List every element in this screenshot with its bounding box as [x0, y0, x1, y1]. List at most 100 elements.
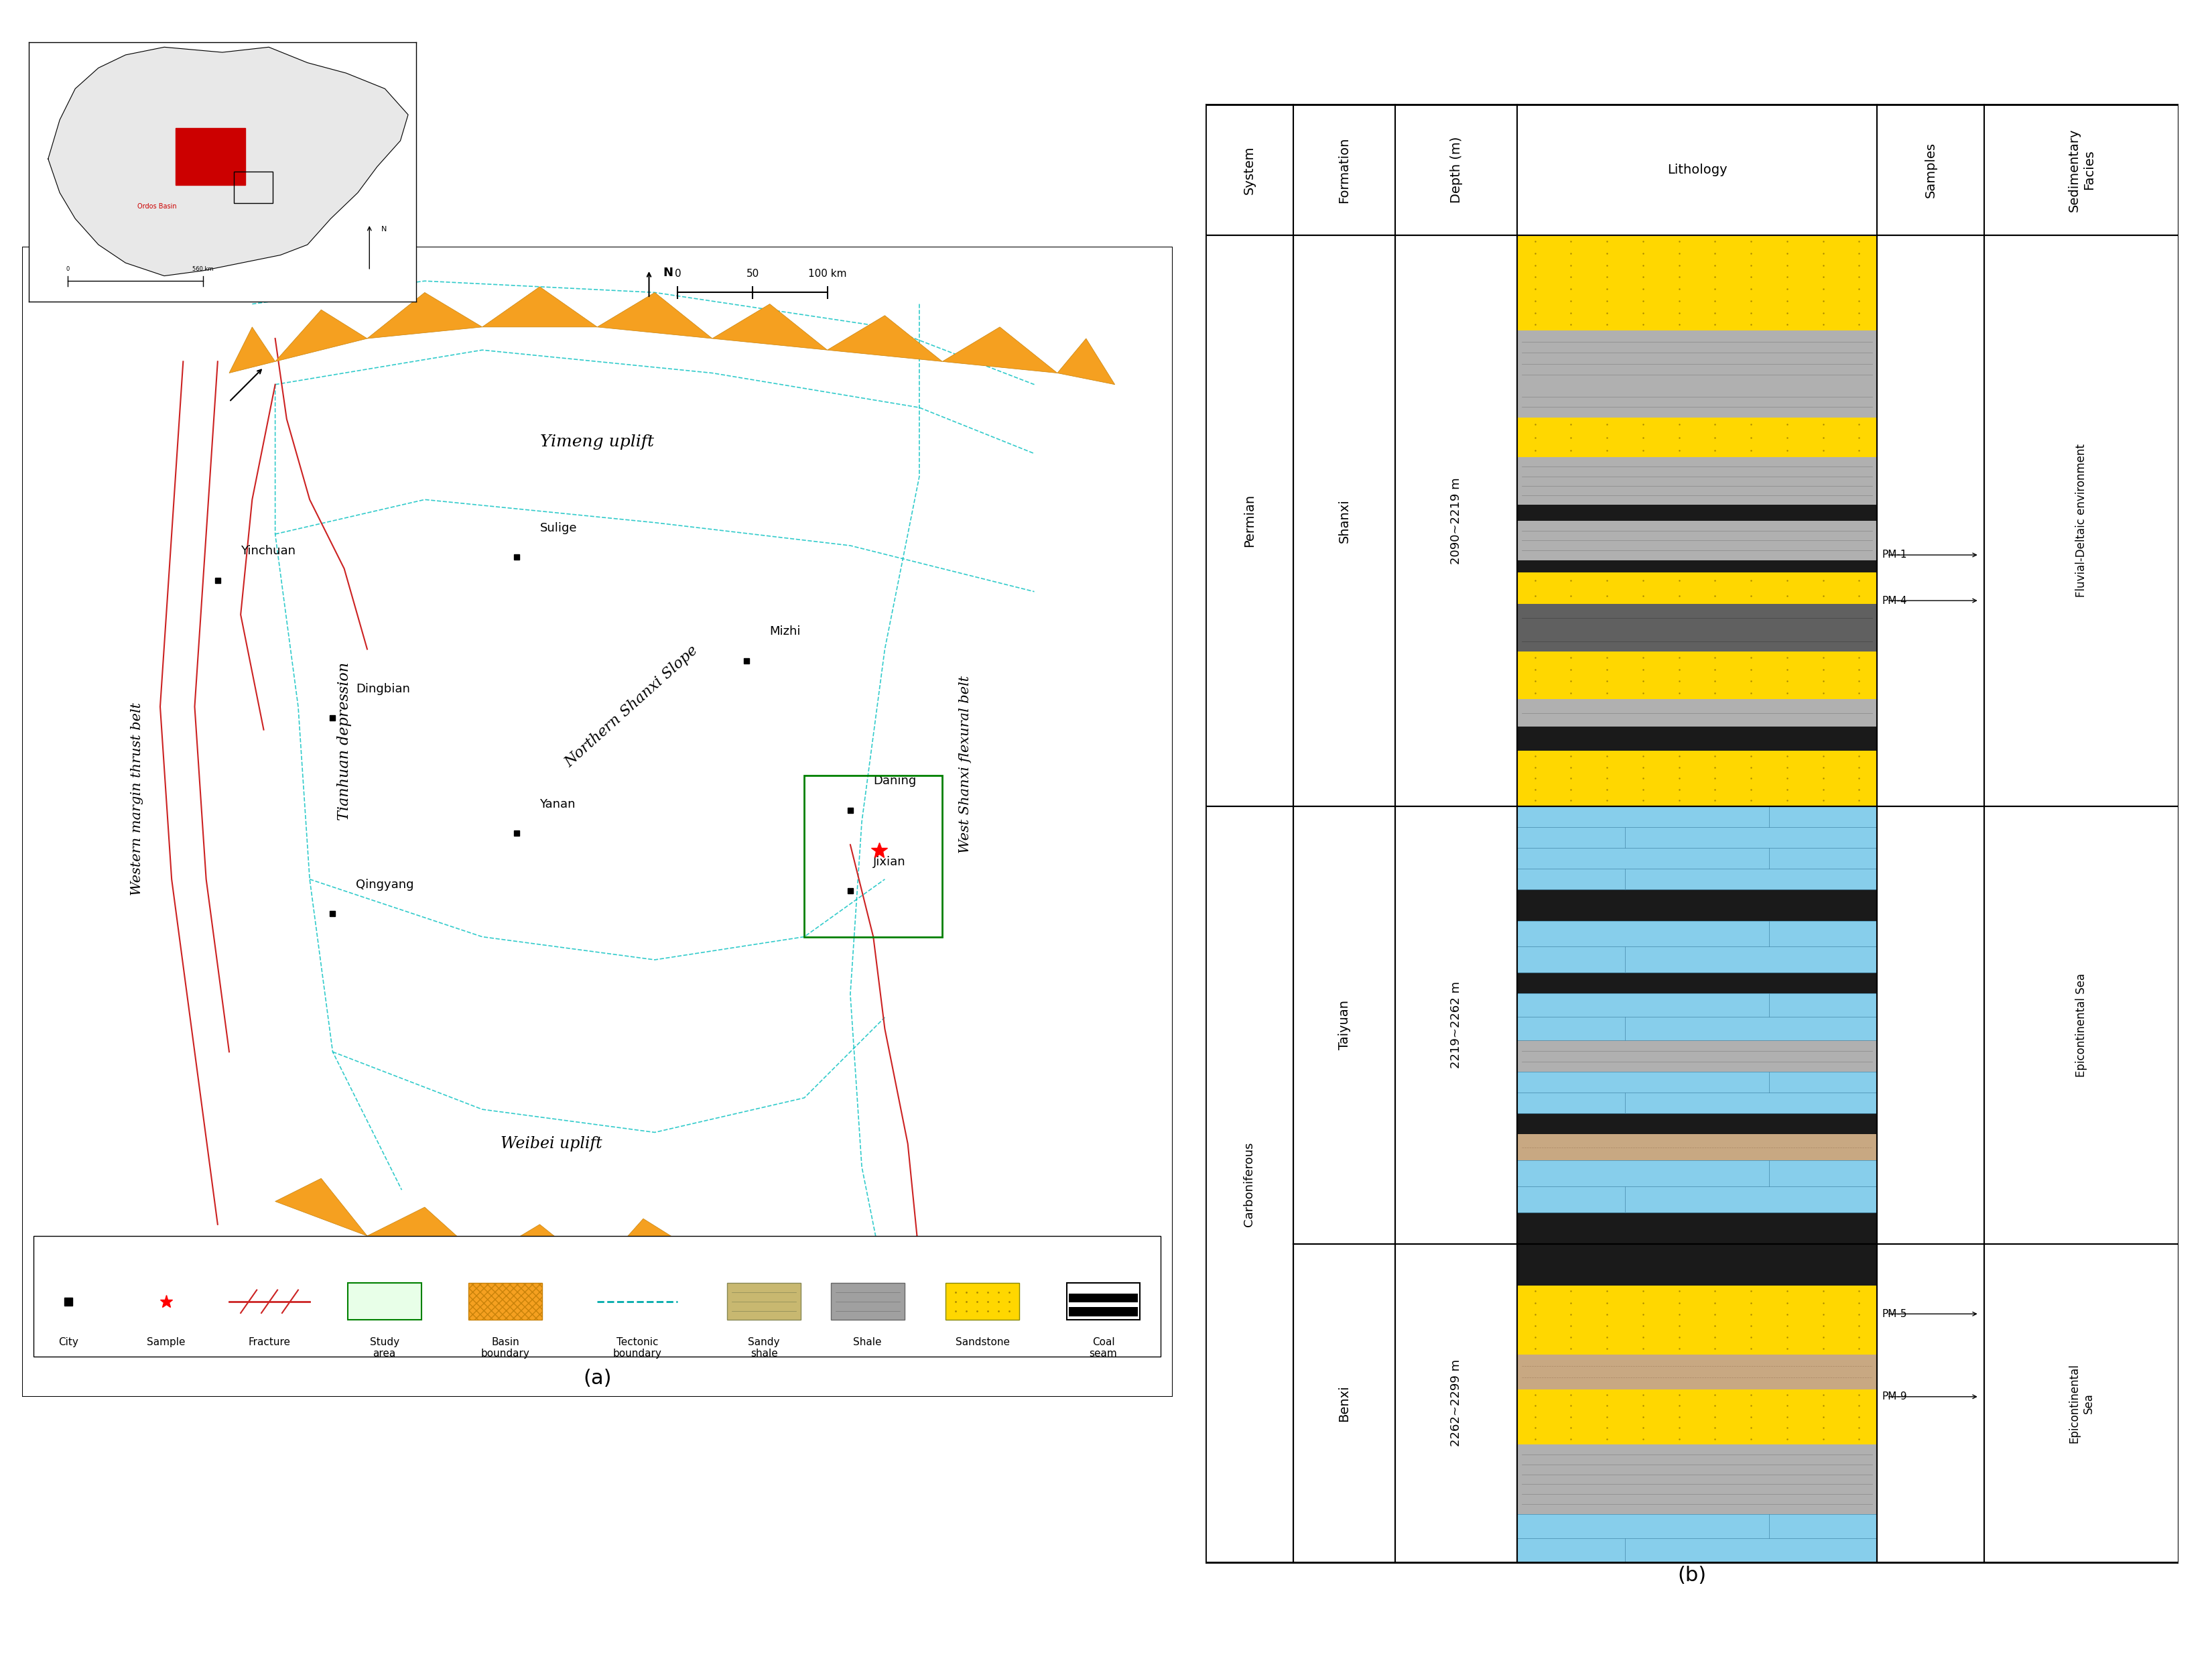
- Bar: [1517, 807, 1878, 889]
- Bar: [1517, 699, 1878, 726]
- Polygon shape: [367, 292, 482, 339]
- Polygon shape: [827, 315, 942, 362]
- Text: 0: 0: [66, 267, 69, 272]
- Text: Fluvial-Deltaic environment: Fluvial-Deltaic environment: [2075, 444, 2088, 597]
- Text: Western margin thrust belt: Western margin thrust belt: [131, 703, 144, 896]
- Bar: [1068, 1293, 1137, 1303]
- Text: Yinchuan: Yinchuan: [241, 545, 296, 557]
- Bar: [1517, 418, 1878, 458]
- Polygon shape: [942, 327, 1057, 372]
- Bar: [1517, 973, 1878, 994]
- Bar: [1878, 235, 1984, 807]
- Text: Sample: Sample: [146, 1337, 186, 1347]
- Bar: [1517, 505, 1878, 522]
- Bar: [1517, 1514, 1878, 1563]
- Bar: [728, 1283, 801, 1320]
- Bar: [1517, 1355, 1878, 1389]
- Text: Sandy
shale: Sandy shale: [748, 1337, 781, 1358]
- Text: Epicontinental Sea: Epicontinental Sea: [2075, 973, 2088, 1077]
- Text: Shale: Shale: [854, 1337, 883, 1347]
- Bar: [1517, 994, 1878, 1040]
- Text: Benxi: Benxi: [1338, 1385, 1352, 1422]
- Text: Coal
seam: Coal seam: [1088, 1337, 1117, 1358]
- Text: Weibei uplift: Weibei uplift: [500, 1137, 602, 1152]
- Bar: [469, 1283, 542, 1320]
- Text: 100 km: 100 km: [807, 268, 847, 278]
- Bar: [1517, 458, 1878, 505]
- Text: Study
area: Study area: [369, 1337, 398, 1358]
- Bar: [1984, 235, 2179, 807]
- Text: Tectonic
boundary: Tectonic boundary: [613, 1337, 661, 1358]
- Bar: [175, 127, 246, 184]
- Bar: [1984, 1244, 2179, 1563]
- Bar: [1517, 651, 1878, 699]
- Text: N: N: [380, 226, 387, 233]
- Bar: [1294, 1244, 1396, 1563]
- Polygon shape: [367, 1207, 482, 1259]
- Bar: [1878, 807, 1984, 1244]
- Text: PM-5: PM-5: [1882, 1308, 1907, 1318]
- Text: 2262~2299 m: 2262~2299 m: [1451, 1360, 1462, 1447]
- Bar: [1517, 1212, 1878, 1244]
- Bar: [1517, 1285, 1878, 1355]
- Bar: [1984, 807, 2179, 1244]
- Text: Epicontinental
Sea: Epicontinental Sea: [2068, 1363, 2095, 1442]
- Text: Mizhi: Mizhi: [770, 626, 801, 637]
- Text: 50: 50: [745, 268, 759, 278]
- Bar: [1517, 1444, 1878, 1514]
- Bar: [1294, 807, 1396, 1244]
- Polygon shape: [274, 310, 367, 362]
- Bar: [347, 1283, 420, 1320]
- Text: Daning: Daning: [874, 775, 916, 787]
- Text: 0: 0: [675, 268, 681, 278]
- Text: Tianhuan depression: Tianhuan depression: [336, 662, 352, 820]
- Text: Sulige: Sulige: [540, 522, 577, 533]
- Text: 2219~2262 m: 2219~2262 m: [1451, 981, 1462, 1068]
- Text: West Shanxi flexural belt: West Shanxi flexural belt: [960, 676, 971, 854]
- Text: PM-4: PM-4: [1882, 595, 1907, 605]
- Bar: [1066, 1283, 1139, 1320]
- Text: System: System: [1243, 146, 1256, 195]
- Text: 2090~2219 m: 2090~2219 m: [1451, 478, 1462, 563]
- Text: Qingyang: Qingyang: [356, 879, 414, 890]
- Text: Taiyuan: Taiyuan: [1338, 999, 1352, 1050]
- Bar: [947, 1283, 1020, 1320]
- Text: (b): (b): [1677, 1566, 1708, 1585]
- Polygon shape: [482, 1224, 597, 1271]
- Bar: [1517, 522, 1878, 560]
- Bar: [1878, 1244, 1984, 1563]
- Polygon shape: [230, 327, 274, 372]
- Text: N: N: [664, 267, 672, 278]
- Text: Ordos Basin: Ordos Basin: [137, 203, 177, 210]
- Bar: [1517, 330, 1878, 386]
- Text: Northern Shanxi Slope: Northern Shanxi Slope: [562, 642, 701, 770]
- Bar: [1068, 1308, 1137, 1316]
- Bar: [1517, 1160, 1878, 1212]
- Bar: [1517, 1072, 1878, 1114]
- Bar: [1206, 807, 1294, 1563]
- Polygon shape: [597, 1219, 690, 1271]
- Text: Formation: Formation: [1338, 138, 1352, 203]
- Bar: [1517, 604, 1878, 632]
- Text: Samples: Samples: [1924, 143, 1938, 198]
- Text: Jixian: Jixian: [874, 855, 907, 867]
- Bar: [1396, 1244, 1517, 1563]
- Text: City: City: [58, 1337, 77, 1347]
- Text: Basin
boundary: Basin boundary: [480, 1337, 529, 1358]
- Bar: [234, 173, 272, 203]
- Bar: [1517, 1040, 1878, 1072]
- Text: Fracture: Fracture: [248, 1337, 290, 1347]
- Bar: [1517, 560, 1878, 572]
- Polygon shape: [49, 47, 407, 277]
- Text: Depth (m): Depth (m): [1449, 136, 1462, 203]
- Text: Yimeng uplift: Yimeng uplift: [540, 434, 655, 449]
- Bar: [1517, 726, 1878, 751]
- Bar: [1294, 235, 1396, 807]
- Bar: [1396, 235, 1517, 807]
- Text: 560 km: 560 km: [192, 267, 215, 272]
- Text: (a): (a): [584, 1368, 611, 1389]
- Text: PM-9: PM-9: [1882, 1392, 1907, 1402]
- Text: Sandstone: Sandstone: [956, 1337, 1009, 1347]
- Bar: [1517, 235, 1878, 330]
- Polygon shape: [274, 1179, 367, 1236]
